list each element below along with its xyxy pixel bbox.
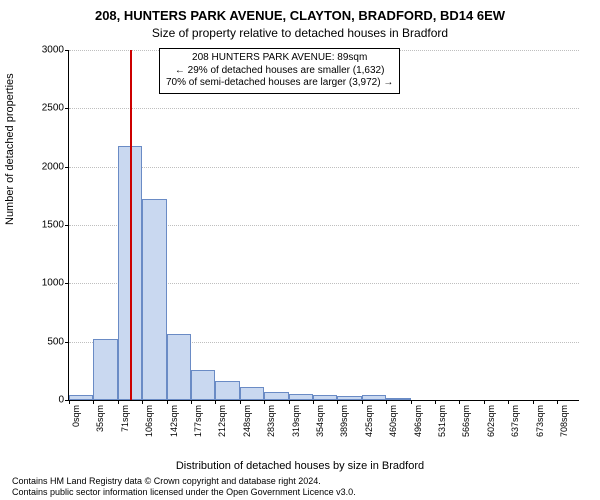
- x-tick-label: 248sqm: [242, 405, 252, 437]
- x-tick: [93, 400, 94, 404]
- y-tick-label: 1000: [18, 278, 64, 289]
- x-tick-label: 71sqm: [120, 405, 130, 432]
- x-tick: [484, 400, 485, 404]
- x-tick: [167, 400, 168, 404]
- x-tick-label: 460sqm: [388, 405, 398, 437]
- x-tick-label: 106sqm: [144, 405, 154, 437]
- x-tick-label: 602sqm: [486, 405, 496, 437]
- x-tick: [142, 400, 143, 404]
- x-tick: [215, 400, 216, 404]
- chart-container: 208, HUNTERS PARK AVENUE, CLAYTON, BRADF…: [0, 0, 600, 500]
- histogram-bar: [215, 381, 239, 400]
- x-tick-label: 673sqm: [535, 405, 545, 437]
- histogram-bar: [313, 395, 337, 400]
- y-tick-label: 500: [18, 336, 64, 347]
- marker-line: [130, 50, 132, 400]
- x-axis-label: Distribution of detached houses by size …: [0, 460, 600, 472]
- x-tick-label: 531sqm: [437, 405, 447, 437]
- y-tick: [65, 225, 69, 226]
- x-tick-label: 0sqm: [71, 405, 81, 427]
- annotation-line3: 70% of semi-detached houses are larger (…: [166, 77, 393, 90]
- y-tick-label: 2000: [18, 161, 64, 172]
- histogram-bar: [167, 334, 191, 401]
- x-tick-label: 389sqm: [339, 405, 349, 437]
- x-tick: [386, 400, 387, 404]
- x-tick-label: 177sqm: [193, 405, 203, 437]
- y-tick-label: 2500: [18, 103, 64, 114]
- x-tick: [508, 400, 509, 404]
- y-axis-label: Number of detached properties: [4, 73, 16, 225]
- gridline: [69, 108, 579, 109]
- histogram-bar: [289, 394, 313, 400]
- annotation-line1: 208 HUNTERS PARK AVENUE: 89sqm: [166, 52, 393, 65]
- x-tick-label: 283sqm: [266, 405, 276, 437]
- y-tick: [65, 108, 69, 109]
- x-tick: [289, 400, 290, 404]
- x-tick-label: 354sqm: [315, 405, 325, 437]
- footer-line2: Contains public sector information licen…: [12, 487, 356, 498]
- x-tick: [69, 400, 70, 404]
- chart-title-line1: 208, HUNTERS PARK AVENUE, CLAYTON, BRADF…: [0, 8, 600, 23]
- plot-area: 208 HUNTERS PARK AVENUE: 89sqm← 29% of d…: [68, 50, 579, 401]
- x-tick-label: 496sqm: [413, 405, 423, 437]
- histogram-bar: [69, 395, 93, 400]
- x-tick: [118, 400, 119, 404]
- x-tick: [533, 400, 534, 404]
- histogram-bar: [191, 370, 215, 400]
- y-tick-label: 1500: [18, 220, 64, 231]
- x-tick-label: 142sqm: [169, 405, 179, 437]
- y-tick: [65, 50, 69, 51]
- annotation-line2: ← 29% of detached houses are smaller (1,…: [166, 65, 393, 78]
- x-tick: [557, 400, 558, 404]
- x-tick-label: 319sqm: [291, 405, 301, 437]
- footer-line1: Contains HM Land Registry data © Crown c…: [12, 476, 356, 487]
- y-tick: [65, 283, 69, 284]
- x-tick-label: 35sqm: [95, 405, 105, 432]
- x-tick: [313, 400, 314, 404]
- x-tick-label: 637sqm: [510, 405, 520, 437]
- x-tick: [362, 400, 363, 404]
- x-tick: [264, 400, 265, 404]
- x-tick: [459, 400, 460, 404]
- x-tick: [411, 400, 412, 404]
- histogram-bar: [264, 392, 288, 400]
- y-tick-label: 3000: [18, 45, 64, 56]
- histogram-bar: [142, 199, 166, 400]
- histogram-bar: [240, 387, 264, 400]
- y-tick-label: 0: [18, 395, 64, 406]
- x-tick-label: 708sqm: [559, 405, 569, 437]
- histogram-bar: [386, 398, 410, 400]
- x-tick: [240, 400, 241, 404]
- x-tick: [337, 400, 338, 404]
- chart-title-line2: Size of property relative to detached ho…: [0, 26, 600, 40]
- footer-attribution: Contains HM Land Registry data © Crown c…: [12, 476, 356, 499]
- gridline: [69, 167, 579, 168]
- annotation-box: 208 HUNTERS PARK AVENUE: 89sqm← 29% of d…: [159, 48, 400, 94]
- y-tick: [65, 342, 69, 343]
- histogram-bar: [337, 396, 361, 400]
- histogram-bar: [362, 395, 386, 400]
- x-tick-label: 425sqm: [364, 405, 374, 437]
- y-tick: [65, 167, 69, 168]
- x-tick-label: 212sqm: [217, 405, 227, 437]
- x-tick: [435, 400, 436, 404]
- x-tick: [191, 400, 192, 404]
- histogram-bar: [93, 339, 117, 400]
- x-tick-label: 566sqm: [461, 405, 471, 437]
